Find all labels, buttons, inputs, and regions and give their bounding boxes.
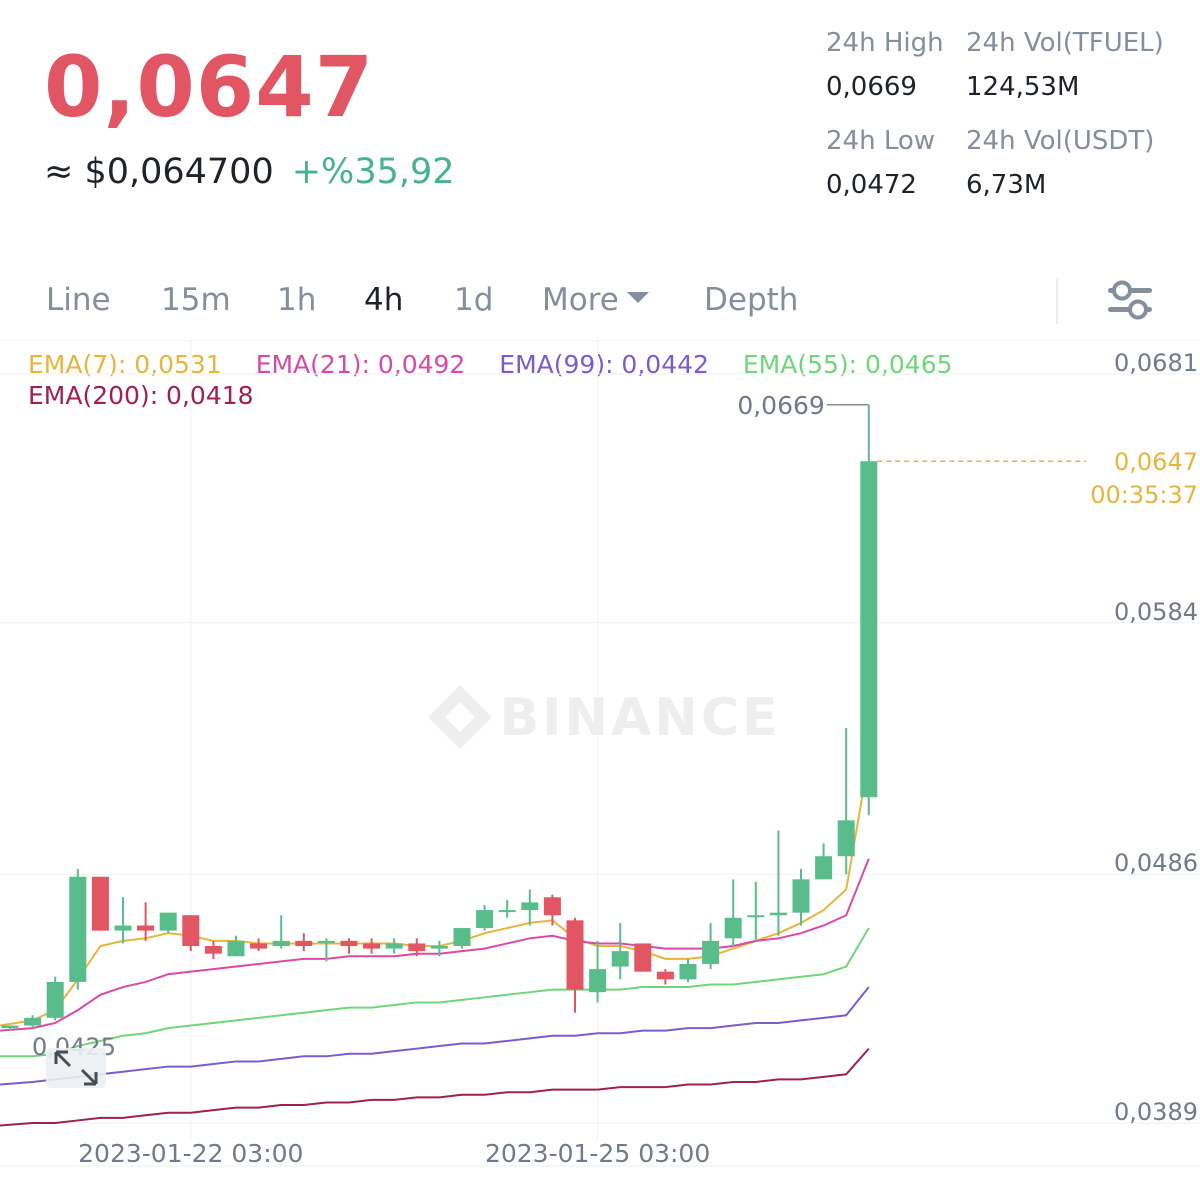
candle-body: [137, 925, 155, 931]
candle-body: [860, 461, 878, 798]
ema21-line: [0, 858, 870, 1032]
candle-body: [543, 897, 561, 916]
candle-body: [521, 902, 539, 911]
binance-logo-icon: [428, 685, 492, 749]
caret-down-icon: [626, 292, 649, 303]
current-price-label: 0,0647: [1114, 448, 1198, 476]
candle-body: [656, 971, 674, 980]
candle-body: [724, 917, 742, 939]
candle-body: [24, 1017, 42, 1026]
high-label: 24h High: [826, 28, 944, 58]
candle-body: [566, 920, 584, 990]
candle-body: [159, 912, 177, 931]
tabs-divider: [1056, 278, 1058, 324]
candle-body: [634, 943, 652, 972]
candle-body: [498, 910, 516, 913]
vol-base-value: 124,53M: [966, 72, 1080, 102]
price-subline: ≈ $0,064700 +%35,92: [44, 152, 455, 192]
candle-body: [815, 856, 833, 880]
candle-body: [114, 925, 132, 931]
ema99-line: [0, 986, 870, 1086]
tab-1h[interactable]: 1h: [277, 282, 317, 318]
tab-1d[interactable]: 1d: [454, 282, 494, 318]
candle-body: [747, 915, 765, 918]
x-axis-tick-label: 2023-01-22 03:00: [78, 1139, 303, 1168]
candle-body: [317, 940, 335, 943]
y-axis-tick-label: 0,0584: [1114, 598, 1198, 626]
candle-body: [679, 963, 697, 980]
high-value: 0,0669: [826, 72, 917, 102]
y-axis-tick-label: 0,0389: [1114, 1098, 1198, 1126]
candle-body: [611, 951, 629, 967]
x-axis-tick-label: 2023-01-25 03:00: [485, 1139, 710, 1168]
low-value: 0,0472: [826, 170, 917, 200]
interval-tabs: Line 15m 1h 4h 1d More Depth: [0, 270, 1200, 332]
candle-body: [769, 912, 787, 916]
ticker-stats: 24h High 24h Vol(TFUEL) 0,0669 124,53M 2…: [826, 28, 1186, 218]
candle-body: [702, 940, 720, 964]
usd-price: ≈ $0,064700: [44, 152, 274, 192]
candle-body: [1, 1025, 19, 1029]
candle-body: [227, 940, 245, 957]
tab-depth[interactable]: Depth: [704, 282, 799, 318]
tab-4h[interactable]: 4h: [364, 282, 404, 318]
candle-body: [589, 969, 607, 993]
candle-countdown-label: 00:35:37: [1090, 481, 1198, 509]
candlestick-chart[interactable]: BINANCE0,06690,04250,064700:35:370,06810…: [0, 339, 1200, 1180]
max-price-label: 0,0669: [737, 391, 824, 420]
candle-body: [385, 943, 403, 949]
candle-body: [408, 943, 426, 952]
tab-more-label: More: [542, 282, 619, 318]
candle-body: [476, 910, 494, 929]
watermark-text: BINANCE: [500, 688, 781, 748]
candle-body: [46, 981, 64, 1018]
candle-body: [182, 915, 200, 947]
expand-arrows-icon: [54, 1050, 98, 1086]
tab-15m[interactable]: 15m: [161, 282, 231, 318]
low-label: 24h Low: [826, 126, 936, 156]
vol-quote-label: 24h Vol(USDT): [966, 126, 1155, 156]
candle-body: [453, 928, 471, 947]
tab-more[interactable]: More: [542, 282, 649, 318]
candle-body: [363, 943, 381, 949]
candle-body: [837, 820, 855, 857]
y-axis-tick-label: 0,0681: [1114, 349, 1198, 377]
y-axis-tick-label: 0,0486: [1114, 849, 1198, 877]
vol-base-label: 24h Vol(TFUEL): [966, 28, 1164, 58]
ema55-line: [0, 927, 870, 1058]
candle-body: [340, 940, 358, 947]
candle-body: [272, 940, 290, 947]
sliders-icon[interactable]: [1104, 278, 1156, 322]
current-price-tag: [1086, 443, 1200, 508]
ema-legend-row-2: EMA(200): 0,0418: [28, 381, 280, 410]
candle-body: [91, 876, 109, 931]
tab-line[interactable]: Line: [46, 282, 111, 318]
candle-body: [792, 879, 810, 913]
ema200-label: EMA(200): 0,0418: [28, 381, 254, 410]
candle-body: [69, 876, 87, 982]
price-chart[interactable]: BINANCE 0,0669 0,0425 0,0647 00:35:37 0,0681 0…: [0, 339, 1200, 1180]
candle-body: [204, 946, 222, 954]
vol-quote-value: 6,73M: [966, 170, 1047, 200]
candle-body: [430, 946, 448, 949]
last-price: 0,0647: [44, 38, 375, 136]
candle-body: [250, 943, 268, 949]
price-change-percent: +%35,92: [291, 152, 455, 192]
ema200-line: [0, 1047, 870, 1127]
candle-body: [295, 940, 313, 947]
